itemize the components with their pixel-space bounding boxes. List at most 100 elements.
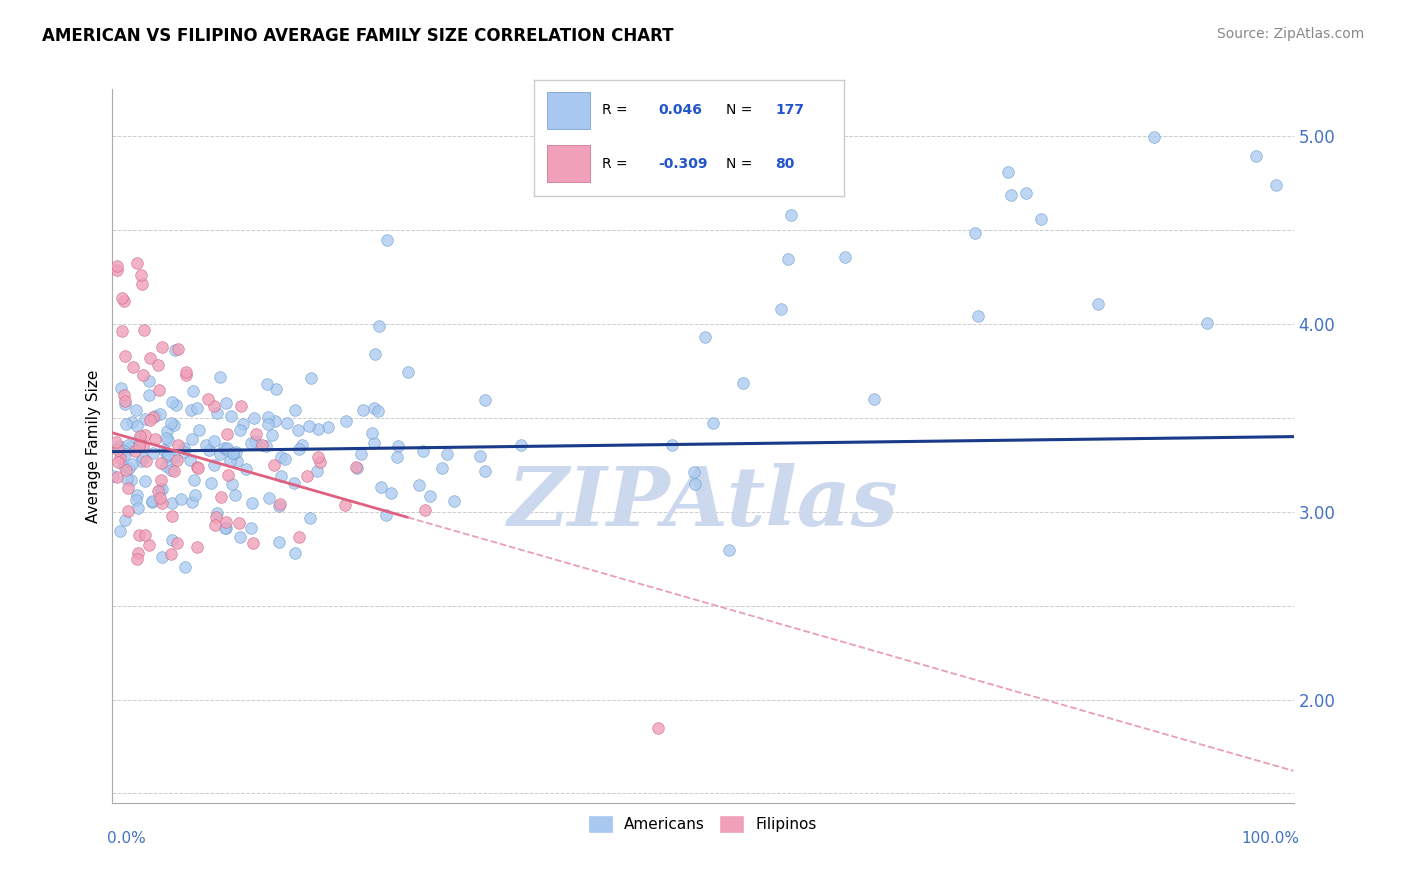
Point — [202, 399, 225, 413]
Point — [104, 435, 127, 450]
Point — [385, 450, 408, 464]
Point — [270, 469, 292, 483]
Point — [155, 449, 177, 463]
Point — [363, 436, 385, 450]
Point — [160, 547, 183, 561]
Text: R =: R = — [602, 157, 628, 170]
Point — [215, 515, 238, 529]
Point — [134, 527, 156, 541]
Point — [152, 482, 174, 496]
Point — [131, 277, 153, 292]
Point — [155, 459, 177, 474]
Point — [173, 444, 195, 458]
Point — [299, 371, 322, 385]
Point — [769, 302, 792, 317]
Point — [120, 474, 142, 488]
Point — [780, 208, 803, 222]
Point — [125, 403, 148, 417]
Point — [387, 439, 409, 453]
Point — [229, 423, 252, 437]
Point — [229, 399, 252, 413]
Point — [132, 368, 155, 382]
Point — [166, 453, 188, 467]
Point — [143, 433, 166, 447]
Point — [180, 403, 202, 417]
Point — [430, 461, 453, 475]
Point — [128, 437, 150, 451]
Point — [173, 560, 195, 574]
Point — [121, 457, 143, 471]
Point — [141, 495, 163, 509]
Point — [142, 445, 165, 459]
Point — [219, 409, 242, 424]
Point — [165, 398, 187, 412]
Point — [215, 521, 238, 535]
Point — [121, 415, 143, 429]
Point — [198, 442, 221, 457]
Point — [298, 418, 321, 433]
Point — [179, 452, 201, 467]
Point — [468, 450, 491, 464]
Point — [128, 429, 150, 443]
Point — [114, 388, 136, 402]
Point — [162, 509, 184, 524]
Point — [212, 442, 235, 456]
Point — [718, 542, 741, 557]
Point — [139, 351, 162, 365]
Point — [205, 406, 228, 420]
Point — [787, 128, 810, 142]
Point — [105, 470, 128, 484]
Point — [101, 469, 124, 483]
Point — [224, 488, 246, 502]
Text: N =: N = — [725, 103, 752, 118]
Point — [252, 438, 274, 452]
Point — [165, 450, 187, 464]
Point — [159, 417, 181, 431]
Point — [180, 432, 202, 446]
Point — [138, 374, 160, 388]
Point — [112, 294, 135, 309]
Text: 0.046: 0.046 — [658, 103, 702, 118]
Point — [160, 394, 183, 409]
Point — [360, 426, 382, 441]
Point — [146, 483, 169, 498]
Point — [127, 501, 149, 516]
Point — [702, 416, 724, 430]
Point — [128, 432, 150, 446]
Point — [217, 468, 239, 483]
Text: 100.0%: 100.0% — [1241, 831, 1299, 847]
Point — [863, 392, 886, 407]
Point — [125, 488, 148, 502]
Point — [148, 384, 170, 398]
Point — [370, 480, 392, 494]
Point — [150, 496, 173, 510]
Point — [195, 438, 218, 452]
Point — [254, 439, 277, 453]
Point — [346, 461, 368, 475]
Point — [235, 461, 257, 475]
Point — [309, 455, 332, 469]
Point — [287, 423, 309, 437]
Point — [214, 521, 236, 535]
Point — [173, 441, 195, 455]
Point — [141, 494, 163, 508]
Point — [181, 495, 204, 509]
Point — [114, 393, 136, 408]
Point — [170, 492, 193, 507]
Point — [156, 424, 179, 438]
Text: 0.0%: 0.0% — [107, 831, 145, 847]
Text: 80: 80 — [776, 157, 794, 170]
Point — [240, 496, 263, 510]
Point — [152, 340, 174, 354]
Point — [1143, 130, 1166, 145]
Point — [132, 439, 155, 453]
Point — [270, 450, 292, 465]
Point — [228, 516, 250, 530]
Point — [419, 489, 441, 503]
Point — [287, 442, 309, 456]
Point — [240, 521, 263, 535]
Point — [778, 252, 800, 267]
Point — [287, 530, 309, 544]
Point — [128, 439, 150, 453]
Point — [115, 463, 138, 477]
